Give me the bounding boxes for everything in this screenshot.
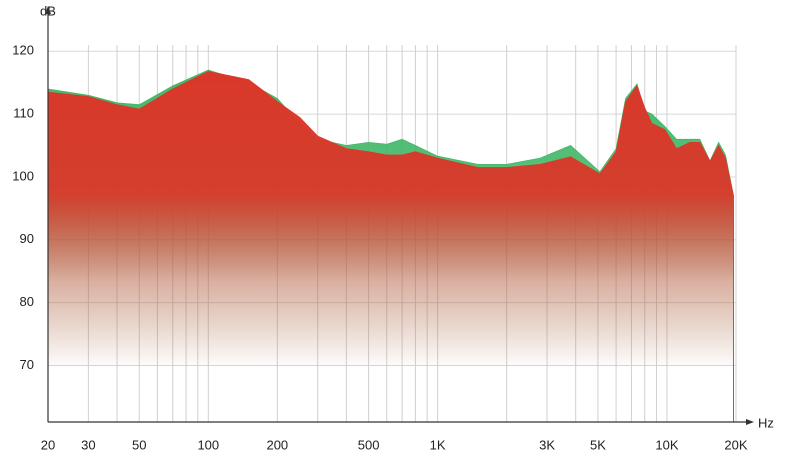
y-tick-label: 80	[20, 294, 34, 309]
x-tick-label: 100	[197, 437, 219, 452]
y-tick-label: 120	[12, 43, 34, 58]
x-tick-label: 20K	[724, 437, 747, 452]
x-tick-label: 500	[358, 437, 380, 452]
x-tick-label: 50	[132, 437, 146, 452]
x-tick-label: 5K	[590, 437, 606, 452]
y-tick-label: 110	[13, 106, 34, 121]
x-axis-label: Hz	[758, 415, 774, 430]
y-tick-label: 90	[20, 231, 34, 246]
x-tick-label: 3K	[539, 437, 555, 452]
x-axis-arrow	[746, 419, 754, 425]
y-tick-label: 70	[20, 357, 34, 372]
x-tick-label: 30	[81, 437, 95, 452]
x-tick-label: 10K	[655, 437, 678, 452]
area	[47, 70, 734, 423]
y-tick-label: 100	[12, 168, 34, 183]
y-axis-arrow	[45, 6, 51, 14]
x-tick-label: 1K	[430, 437, 446, 452]
x-tick-label: 200	[266, 437, 288, 452]
x-tick-label: 20	[41, 437, 55, 452]
